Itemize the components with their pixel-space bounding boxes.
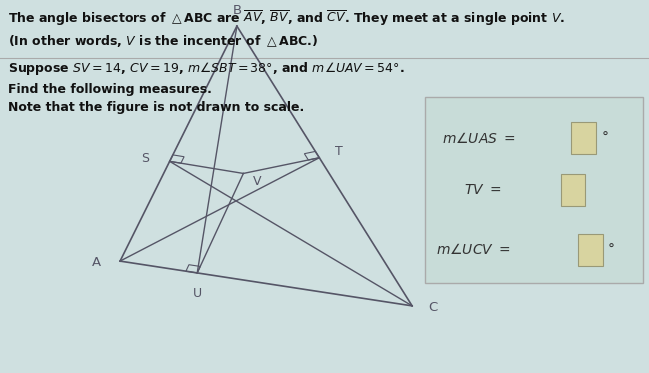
Bar — [425, 97, 643, 283]
Text: U: U — [193, 287, 202, 300]
Text: °: ° — [608, 243, 615, 257]
Text: Suppose $SV=14$, $CV=19$, $m\angle SBT=38°$, and $m\angle UAV=54°$.: Suppose $SV=14$, $CV=19$, $m\angle SBT=3… — [8, 60, 404, 78]
Bar — [578, 234, 603, 266]
Text: $m\angle UAS\ =$: $m\angle UAS\ =$ — [443, 131, 516, 145]
Text: C: C — [428, 301, 437, 314]
Text: °: ° — [602, 131, 608, 145]
Text: T: T — [335, 144, 343, 157]
Bar — [572, 122, 596, 154]
Bar — [561, 175, 585, 206]
Text: V: V — [253, 175, 262, 188]
Text: The angle bisectors of $\triangle$ABC are $\overline{\mathit{AV}}$, $\overline{\: The angle bisectors of $\triangle$ABC ar… — [8, 9, 565, 28]
Text: B: B — [232, 4, 241, 17]
Text: S: S — [141, 152, 149, 165]
Text: $TV\ =$: $TV\ =$ — [464, 183, 502, 197]
Text: Note that the figure is not drawn to scale.: Note that the figure is not drawn to sca… — [8, 101, 304, 114]
Text: A: A — [92, 257, 101, 269]
Text: Find the following measures.: Find the following measures. — [8, 83, 212, 96]
Text: (In other words, $V$ is the incenter of $\triangle$ABC.): (In other words, $V$ is the incenter of … — [8, 33, 318, 49]
Text: $m\angle UCV\ =$: $m\angle UCV\ =$ — [436, 242, 511, 257]
